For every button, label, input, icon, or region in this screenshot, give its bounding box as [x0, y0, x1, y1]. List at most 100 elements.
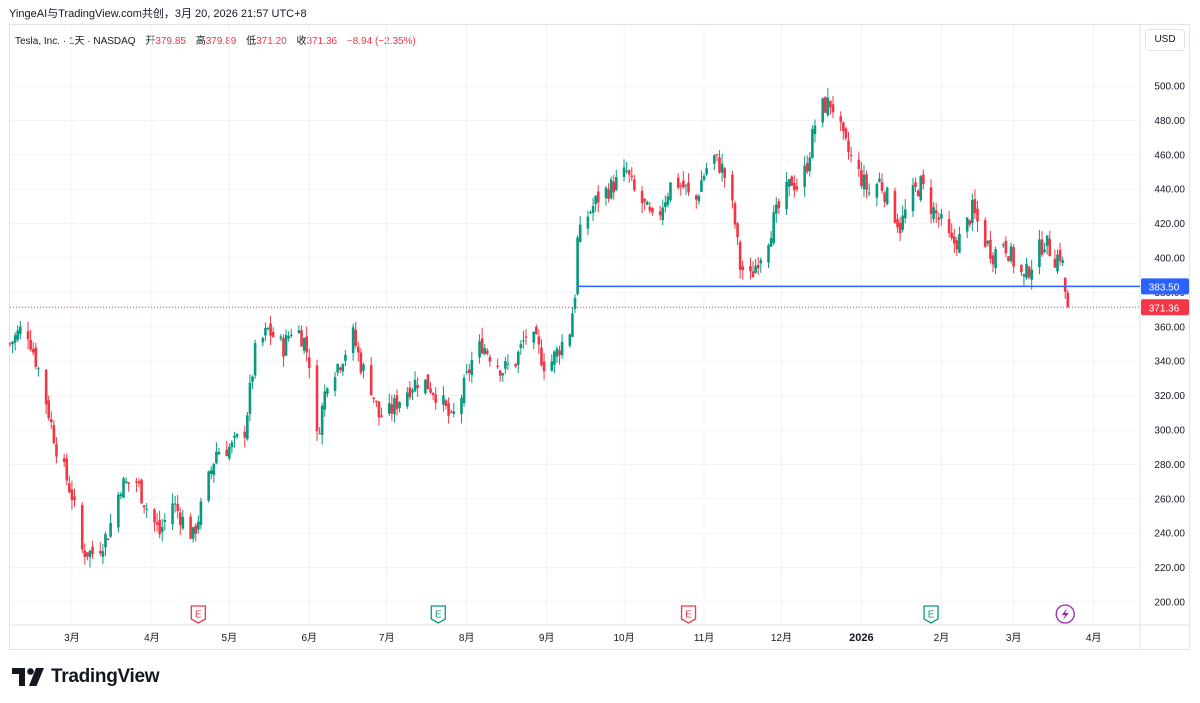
candle-body	[922, 174, 925, 185]
candle-body	[661, 207, 665, 221]
horizontal-level-label: 383.50	[1149, 282, 1180, 293]
candle-body	[271, 331, 275, 338]
candle-body	[215, 451, 218, 464]
candle-body	[1045, 235, 1049, 246]
candle-body	[759, 259, 763, 264]
candle-body	[914, 182, 917, 187]
candle-body	[847, 140, 850, 153]
candle-body	[769, 238, 773, 247]
candle-body	[1012, 247, 1015, 267]
candle-body	[885, 187, 889, 204]
candle-body	[191, 527, 195, 539]
y-tick-label: 500.00	[1154, 82, 1185, 93]
candle-body	[741, 266, 745, 271]
candle-body	[62, 458, 66, 462]
candle-body	[702, 175, 706, 180]
candle-body	[506, 363, 510, 365]
horizontal-level-tag	[1141, 278, 1189, 295]
currency-button[interactable]: USD	[1145, 29, 1185, 51]
candle-body	[305, 336, 308, 353]
candle-body	[971, 199, 974, 224]
candle-body	[44, 369, 48, 405]
candle-body	[1022, 274, 1026, 277]
candle-body	[630, 175, 634, 177]
candle-body	[68, 483, 71, 493]
candle-body	[253, 343, 257, 376]
candle-body	[124, 481, 128, 483]
candle-body	[594, 195, 597, 205]
candle-body	[106, 538, 110, 541]
price-axis: 200.00 220.00 240.00 260.00 280.00 300.00 320.…	[1154, 82, 1185, 609]
candle-body	[785, 181, 788, 209]
candle-body	[73, 496, 76, 501]
earnings-event-icon[interactable]: E	[430, 605, 446, 624]
candle-body	[983, 220, 987, 247]
candle-body	[576, 237, 579, 295]
candle-body	[29, 339, 32, 350]
y-tick-label: 440.00	[1154, 185, 1185, 196]
candle-body	[1027, 266, 1031, 278]
candle-body	[1043, 249, 1046, 253]
candle-body	[137, 481, 141, 484]
candle-body	[181, 516, 185, 529]
candle-body	[504, 361, 507, 369]
candle-body	[452, 411, 456, 414]
tradingview-logo[interactable]: TradingView	[12, 666, 160, 688]
candle-body	[880, 181, 884, 191]
candle-body	[83, 550, 87, 557]
candle-body	[893, 190, 897, 223]
candle-body	[429, 388, 432, 393]
legend-open-label: 开	[145, 36, 156, 47]
candle-body	[176, 504, 179, 512]
y-tick-label: 320.00	[1154, 391, 1185, 402]
candle-body	[658, 211, 662, 216]
candle-body	[393, 398, 396, 415]
candle-body	[266, 327, 270, 330]
candle-body	[550, 361, 554, 371]
candle-body	[932, 207, 935, 220]
candle-body	[243, 431, 247, 438]
candle-body	[444, 400, 448, 406]
candle-body	[723, 168, 726, 179]
candle-body	[158, 519, 161, 535]
candle-body	[338, 367, 342, 370]
candle-body	[571, 313, 574, 337]
candle-body	[333, 377, 337, 391]
candle-body	[122, 478, 125, 498]
candle-body	[354, 329, 358, 346]
legend-close-value: 371.36	[306, 36, 338, 47]
svg-text:E: E	[435, 610, 442, 621]
y-tick-label: 280.00	[1154, 460, 1185, 471]
candle-body	[965, 217, 969, 232]
candle-body	[968, 220, 972, 225]
svg-text:E: E	[685, 610, 692, 621]
candle-body	[369, 364, 373, 396]
candle-body	[302, 338, 306, 351]
candle-body	[596, 191, 600, 203]
candle-body	[589, 212, 592, 214]
candle-body	[823, 97, 827, 113]
lightning-event-icon[interactable]	[1055, 604, 1075, 624]
candle-body	[842, 122, 845, 132]
y-tick-label: 340.00	[1154, 357, 1185, 368]
legend-symbol[interactable]: Tesla, Inc. · 1天 · NASDAQ	[15, 36, 136, 47]
candle-body	[80, 505, 84, 550]
candle-body	[633, 179, 636, 191]
lines-layer: 383.50 371.36	[10, 278, 1189, 316]
candle-body	[1002, 244, 1005, 246]
candle-body	[1038, 239, 1041, 267]
chart-header-attribution: YingeAI与TradingView.com共创，3月 20, 2026 21…	[9, 8, 307, 20]
earnings-event-icon[interactable]: E	[190, 605, 206, 624]
candle-body	[687, 182, 690, 193]
candle-body	[1058, 250, 1062, 261]
candle-body	[49, 419, 53, 423]
candle-body	[372, 397, 376, 399]
y-tick-label: 300.00	[1154, 426, 1185, 437]
earnings-event-icon[interactable]: E	[923, 605, 939, 624]
earnings-event-icon[interactable]: E	[680, 605, 697, 624]
candle-body	[470, 359, 474, 376]
svg-text:E: E	[195, 610, 202, 621]
legend-low-value: 371.20	[256, 36, 287, 47]
candle-body	[937, 217, 941, 220]
